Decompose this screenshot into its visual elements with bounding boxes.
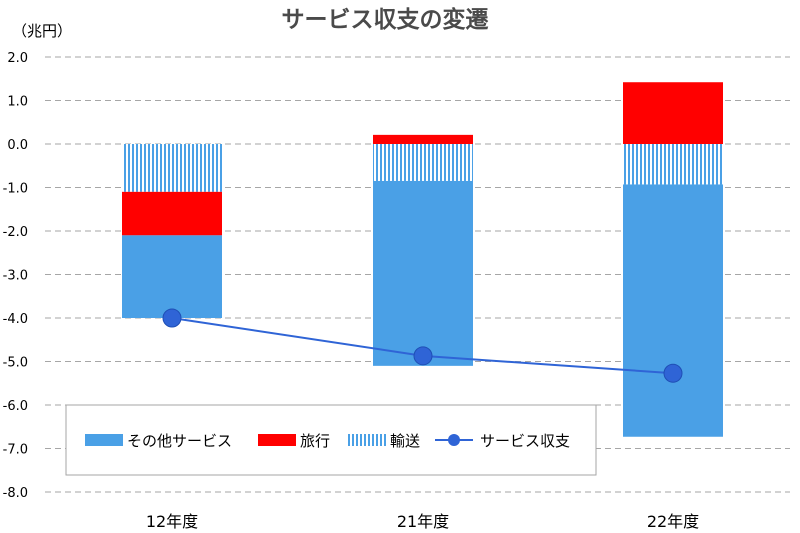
y-tick-label: -4.0 bbox=[3, 312, 28, 327]
legend-swatch bbox=[348, 434, 386, 446]
line-series bbox=[162, 308, 683, 383]
y-tick-label: -1.0 bbox=[3, 182, 28, 197]
x-tick-label: 21年度 bbox=[397, 512, 449, 531]
legend-swatch bbox=[258, 434, 296, 446]
x-tick-label: 12年度 bbox=[146, 512, 198, 531]
y-tick-label: -7.0 bbox=[3, 443, 28, 458]
y-tick-labels: 2.0 1.0 0.0 -1.0 -2.0 -3.0 -4.0 -5.0 -6.0 -7.0 -8.… bbox=[3, 51, 28, 501]
y-tick-label: -2.0 bbox=[3, 225, 28, 240]
legend-label: 輸送 bbox=[390, 432, 420, 450]
legend-box bbox=[65, 404, 597, 476]
x-tick-labels: 12年度 21年度 22年度 bbox=[146, 512, 699, 531]
chart-title: サービス収支の変遷 bbox=[282, 6, 489, 33]
y-tick-label: 0.0 bbox=[7, 138, 28, 153]
legend-label: 旅行 bbox=[300, 432, 330, 450]
legend: その他サービス 旅行 輸送 サービス収支 bbox=[65, 404, 597, 476]
y-tick-label: -8.0 bbox=[3, 486, 28, 501]
bar-旅行 bbox=[373, 134, 473, 144]
bar-その他サービス bbox=[623, 184, 723, 437]
legend-label: その他サービス bbox=[127, 432, 232, 450]
y-tick-label: -3.0 bbox=[3, 269, 28, 284]
bar-その他サービス bbox=[122, 235, 222, 318]
bar-輸送 bbox=[122, 144, 222, 192]
y-tick-label: 2.0 bbox=[7, 51, 28, 66]
legend-label: サービス収支 bbox=[480, 432, 570, 450]
bar-輸送 bbox=[623, 144, 723, 185]
line-point bbox=[413, 346, 433, 366]
y-axis-label: （兆円） bbox=[12, 22, 72, 40]
x-tick-label: 22年度 bbox=[647, 512, 699, 531]
legend-line-marker bbox=[448, 434, 460, 446]
y-tick-label: -5.0 bbox=[3, 356, 28, 371]
bars bbox=[122, 82, 723, 437]
y-tick-label: -6.0 bbox=[3, 399, 28, 414]
legend-swatch bbox=[85, 434, 123, 446]
bar-輸送 bbox=[373, 144, 473, 181]
y-tick-label: 1.0 bbox=[7, 95, 28, 110]
bar-旅行 bbox=[122, 191, 222, 236]
bar-その他サービス bbox=[373, 180, 473, 366]
bar-旅行 bbox=[623, 82, 723, 144]
line-point bbox=[663, 363, 683, 383]
line-point bbox=[162, 308, 182, 328]
